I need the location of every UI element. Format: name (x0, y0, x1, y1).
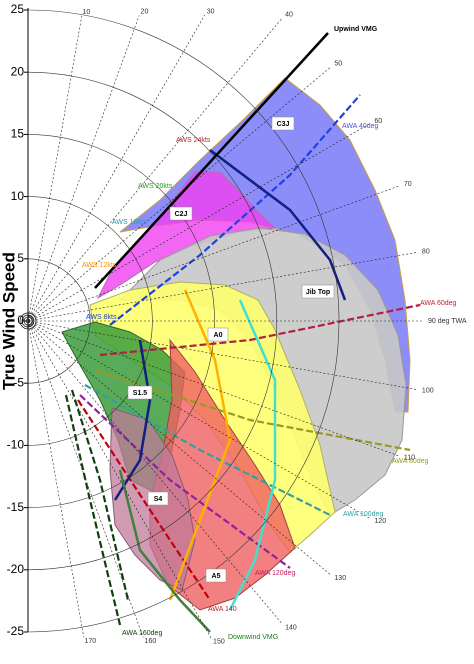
y-tick-label: -25 (7, 624, 25, 638)
angle-line (27, 320, 85, 638)
sail-label: A5 (212, 573, 221, 580)
ring (27, 258, 91, 384)
angle-tick-label: 50 (334, 61, 342, 68)
vmg-label: Upwind VMG (334, 26, 378, 33)
angle-tick-label: 140 (285, 624, 297, 631)
label-box (169, 206, 193, 221)
awa-label: AWA 60deg (420, 300, 457, 307)
aws-curve (113, 339, 152, 501)
sail-label: A0 (214, 332, 223, 339)
angle-line (27, 320, 144, 638)
label-box (147, 491, 169, 506)
awa-label: AWA 120deg (255, 570, 295, 577)
sail-regions (61, 77, 411, 611)
angle-tick-label: 70 (404, 181, 412, 188)
upwind-vmg-line (94, 32, 329, 289)
label-box (271, 116, 295, 131)
angle-line (27, 17, 283, 322)
angle-line (27, 185, 401, 322)
angle-tick-label: 80 (422, 248, 430, 255)
angle-tick-label: 60 (374, 118, 382, 125)
y-tick-label: 15 (11, 127, 25, 141)
y-tick-label: -15 (7, 500, 25, 514)
angle-line (27, 66, 332, 322)
y-tick-label: 20 (11, 64, 25, 78)
awa-line (84, 384, 331, 516)
grid (19, 9, 424, 639)
angle-tick-label: 90 deg TWA (428, 318, 467, 325)
y-tick-label: 5 (17, 251, 24, 265)
angle-tick-label: 100 (422, 387, 434, 394)
awa-label: AWA 40deg (342, 123, 379, 130)
aws-curve (209, 149, 347, 301)
awa-label: AWA 80deg (392, 458, 429, 465)
angle-line (27, 320, 283, 625)
awa-line (70, 389, 130, 601)
aws-label: AWS 16kts (112, 219, 147, 226)
sail-labels: C3J C2J Jib Top A0 S1.5 S4 A5 (127, 116, 335, 583)
sail-label: S4 (154, 496, 163, 503)
angle-tick-label: 20 (141, 9, 149, 16)
sail-label: Jib Top (306, 289, 330, 296)
sail-label: C2J (175, 211, 188, 218)
aws-label: AWS 24kts (176, 137, 211, 144)
angle-tick-label: 110 (404, 455, 415, 462)
angle-tick-label: 130 (334, 575, 346, 582)
ring (27, 9, 340, 633)
vmg-label: Downwind VMG (228, 634, 278, 641)
angle-line (27, 320, 401, 457)
angle-tick-label: 30 (207, 8, 215, 15)
sail-label: S1.5 (133, 390, 148, 397)
awa-label: AWA 140 (208, 606, 237, 613)
aws-curve (118, 469, 211, 633)
y-tick-label: -10 (7, 438, 25, 452)
angle-line (27, 320, 372, 520)
angle-tick-label: 40 (285, 11, 293, 18)
aws-curve (228, 299, 277, 611)
label-box (301, 284, 335, 299)
angle-line (27, 320, 212, 639)
awa-line (77, 399, 211, 601)
y-axis-title: True Wind Speed (0, 252, 18, 390)
y-tick-label: 25 (11, 2, 25, 16)
angle-tick-label: 170 (84, 638, 96, 645)
awa-labels: AWA 40deg AWA 60deg AWA 80deg AWA 100deg… (122, 123, 457, 637)
angle-line (27, 320, 419, 391)
sail-label: C3J (277, 121, 290, 128)
angle-line (27, 122, 372, 322)
angle-tick-label: 120 (374, 518, 386, 525)
aws-label: AWS 8kts (86, 314, 117, 321)
ring (27, 134, 215, 508)
awa-line (109, 94, 361, 326)
angle-line (27, 320, 332, 576)
y-tick-label: 0 (17, 313, 24, 327)
awa-line (64, 394, 122, 626)
angle-tick-label: 10 (82, 9, 90, 16)
angle-line (27, 15, 83, 322)
label-box (207, 327, 229, 342)
label-box (127, 385, 153, 400)
aws-label: AWS 12kts (82, 262, 117, 269)
aws-label: AWS 20kts (138, 183, 173, 190)
angle-tick-label: 160 (145, 638, 157, 645)
label-box (205, 568, 227, 583)
aws-labels: AWS 24kts AWS 20kts AWS 16kts AWS 12kts … (82, 137, 211, 321)
aws-curve (168, 289, 232, 601)
awa-label: AWA 100deg (343, 511, 383, 518)
y-tick-label: -5 (13, 375, 24, 389)
aws-curves (113, 149, 347, 633)
angle-line (27, 251, 419, 322)
y-tick-label: -20 (7, 562, 25, 576)
awa-label: AWA 160deg (122, 630, 162, 637)
y-tick-label: 10 (11, 189, 25, 203)
angle-line (27, 14, 205, 322)
angle-tick-label: 150 (213, 638, 225, 645)
awa-line (99, 303, 421, 357)
